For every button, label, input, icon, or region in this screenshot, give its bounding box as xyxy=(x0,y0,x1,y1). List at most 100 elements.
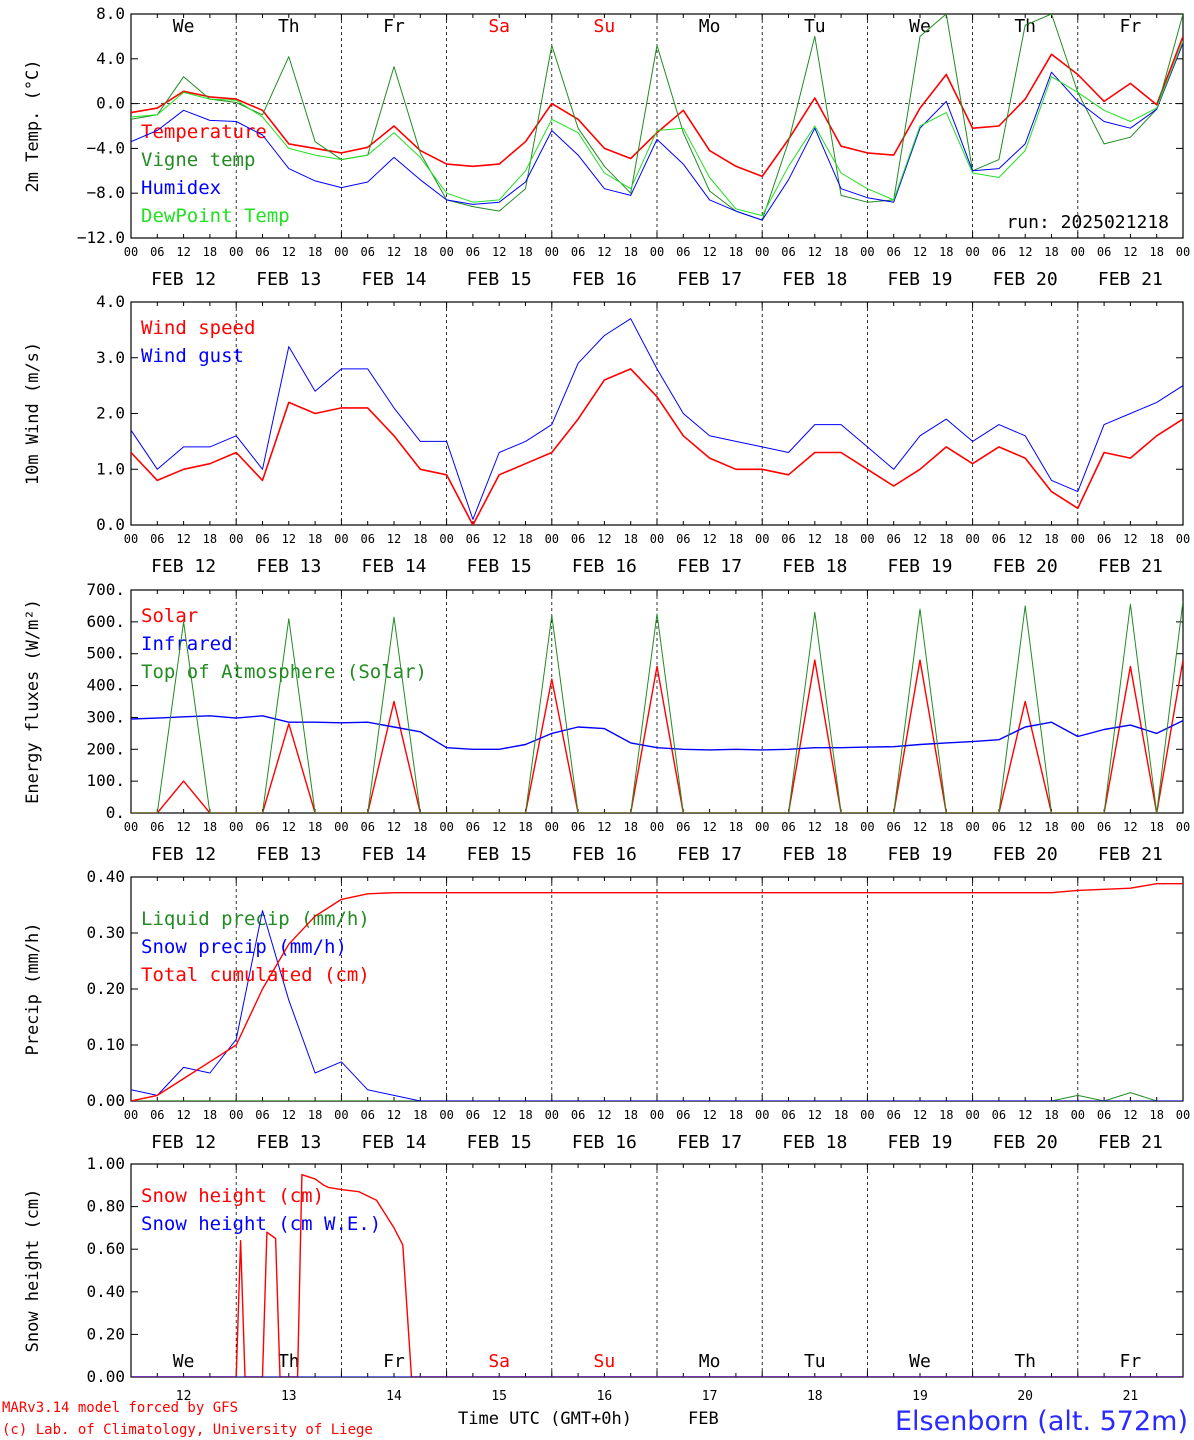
x-day-number: 19 xyxy=(912,1389,928,1404)
x-hour-label: 00 xyxy=(229,820,243,834)
x-hour-label: 06 xyxy=(676,1108,690,1122)
y-tick-label: 1.00 xyxy=(86,1154,125,1173)
x-day-label: FEB 17 xyxy=(677,1132,742,1153)
x-hour-label: 00 xyxy=(860,245,874,259)
y-tick-label: 700. xyxy=(86,580,125,599)
weekday-label: Fr xyxy=(1120,1351,1142,1372)
x-hour-label: 00 xyxy=(545,245,559,259)
x-hour-label: 18 xyxy=(518,1108,532,1122)
x-hour-label: 00 xyxy=(439,245,453,259)
x-day-label: FEB 12 xyxy=(151,1132,216,1153)
x-day-number: 12 xyxy=(176,1389,192,1404)
weekday-label: Tu xyxy=(804,1351,826,1372)
panel-precip: 0.40 0.30 0.20 0.10 0.00 Precip (mm/h) 00 06 12 1… xyxy=(23,867,1190,1153)
x-hour-label: 12 xyxy=(176,245,190,259)
station-title: Elsenborn (alt. 572m) xyxy=(895,1406,1188,1437)
x-day-label: FEB 13 xyxy=(256,844,321,865)
credit-line-1: MARv3.14 model forced by GFS xyxy=(2,1400,238,1416)
series-line-snow-precip-mm-h- xyxy=(131,910,1183,1101)
x-hour-label: 12 xyxy=(387,245,401,259)
x-day-label: FEB 18 xyxy=(782,844,847,865)
x-hour-label: 06 xyxy=(571,1108,585,1122)
weekday-label: Su xyxy=(594,16,616,37)
x-hour-label: 00 xyxy=(334,245,348,259)
weekday-label: We xyxy=(173,1351,195,1372)
x-hour-label: 18 xyxy=(203,532,217,546)
x-hour-label: 12 xyxy=(282,820,296,834)
y-tick-label: 0.40 xyxy=(86,1282,125,1301)
x-day-label: FEB 17 xyxy=(677,269,742,290)
y-tick-label: −8.0 xyxy=(86,183,125,202)
x-hour-label: 00 xyxy=(334,1108,348,1122)
x-hour-label: 12 xyxy=(913,532,927,546)
x-day-label: FEB 14 xyxy=(361,269,426,290)
x-hour-label: 12 xyxy=(913,820,927,834)
x-hour-label: 18 xyxy=(834,532,848,546)
x-hour-label: 00 xyxy=(1071,1108,1085,1122)
run-annotation: run: 2025021218 xyxy=(1006,212,1169,233)
weekday-label: Mo xyxy=(699,16,721,37)
legend-entry: Liquid precip (mm/h) xyxy=(141,908,370,930)
x-hour-label: 12 xyxy=(1123,1108,1137,1122)
x-day-label: FEB 21 xyxy=(1098,269,1163,290)
weekday-label: Mo xyxy=(699,1351,721,1372)
legend-entry: Snow precip (mm/h) xyxy=(141,936,347,958)
x-hour-label: 06 xyxy=(676,245,690,259)
x-hour-label: 00 xyxy=(229,245,243,259)
x-hour-label: 00 xyxy=(229,1108,243,1122)
x-hour-label: 06 xyxy=(255,1108,269,1122)
x-hour-label: 06 xyxy=(886,820,900,834)
x-hour-label: 00 xyxy=(1176,245,1190,259)
x-day-label: FEB 17 xyxy=(677,556,742,577)
x-hour-label: 00 xyxy=(755,820,769,834)
x-hour-label: 06 xyxy=(360,1108,374,1122)
x-day-number: 17 xyxy=(702,1389,718,1404)
x-hour-label: 18 xyxy=(1044,1108,1058,1122)
panel-energy: 700. 600. 500. 400. 300. 200. 100. 0. Energy flu… xyxy=(23,580,1190,865)
x-hour-label: 12 xyxy=(176,532,190,546)
x-day-label: FEB 15 xyxy=(467,1132,532,1153)
legend-entry: Wind speed xyxy=(141,317,255,339)
x-hour-label: 12 xyxy=(492,820,506,834)
x-hour-label: 18 xyxy=(518,245,532,259)
weekday-label: Fr xyxy=(1120,16,1142,37)
x-hour-label: 00 xyxy=(439,1108,453,1122)
series-line-total-cumulated-cm- xyxy=(131,883,1183,1101)
x-hour-label: 18 xyxy=(729,532,743,546)
x-hour-label: 18 xyxy=(939,1108,953,1122)
weekday-label: Fr xyxy=(383,16,405,37)
x-hour-label: 06 xyxy=(676,532,690,546)
x-hour-label: 06 xyxy=(1097,820,1111,834)
y-tick-label: 100. xyxy=(86,771,125,790)
x-hour-label: 06 xyxy=(150,245,164,259)
x-hour-label: 06 xyxy=(466,245,480,259)
x-hour-label: 00 xyxy=(1176,1108,1190,1122)
weekday-label: We xyxy=(909,1351,931,1372)
y-tick-label: 4.0 xyxy=(96,292,125,311)
x-hour-label: 18 xyxy=(518,532,532,546)
x-hour-label: 12 xyxy=(492,532,506,546)
x-hour-label: 18 xyxy=(939,532,953,546)
x-hour-label: 00 xyxy=(1071,820,1085,834)
y-tick-label: 0.40 xyxy=(86,867,125,886)
x-hour-label: 12 xyxy=(387,1108,401,1122)
x-hour-label: 00 xyxy=(1071,245,1085,259)
x-hour-label: 00 xyxy=(860,532,874,546)
panel-wind: 4.0 3.0 2.0 1.0 0.0 10m Wind (m/s) 00 06 12 18 00 0… xyxy=(23,292,1190,577)
x-hour-label: 00 xyxy=(965,1108,979,1122)
weekday-label: We xyxy=(909,16,931,37)
x-hour-label: 06 xyxy=(360,245,374,259)
y-axis-label: Energy fluxes (W/m²) xyxy=(23,599,43,804)
x-hour-label: 06 xyxy=(150,820,164,834)
x-day-number: 13 xyxy=(281,1389,297,1404)
legend-entry: DewPoint Temp xyxy=(141,205,290,227)
x-hour-label: 06 xyxy=(360,532,374,546)
x-hour-label: 06 xyxy=(1097,245,1111,259)
weekday-label: We xyxy=(173,16,195,37)
x-hour-label: 18 xyxy=(939,245,953,259)
x-hour-label: 12 xyxy=(702,820,716,834)
x-hour-label: 18 xyxy=(729,1108,743,1122)
x-day-label: FEB 15 xyxy=(467,269,532,290)
x-hour-label: 18 xyxy=(1149,820,1163,834)
